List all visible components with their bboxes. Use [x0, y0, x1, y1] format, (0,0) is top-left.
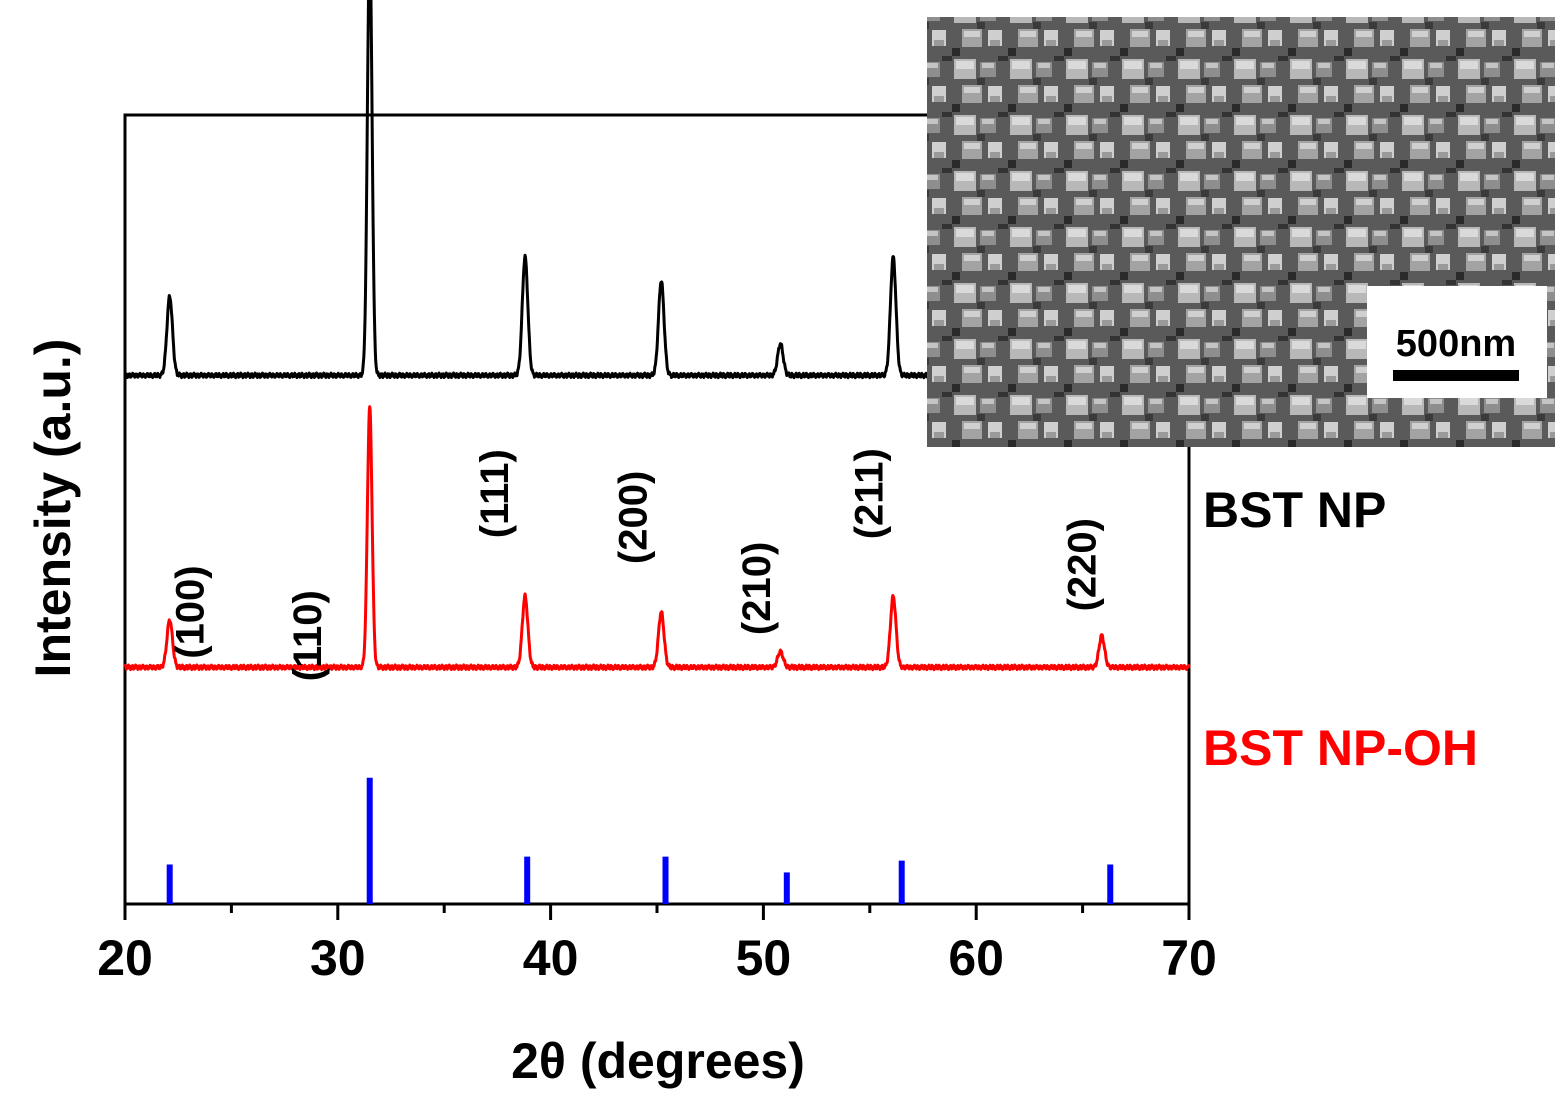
series-label-bst-np-oh: BST NP-OH [1203, 720, 1478, 776]
scale-bar-label: 500nm [1396, 323, 1516, 365]
x-tick-label: 50 [736, 930, 792, 986]
scale-bar [1393, 370, 1519, 381]
miller-index-label: (100) [169, 565, 213, 658]
x-tick-label: 70 [1161, 930, 1217, 986]
y-axis-title: Intensity (a.u.) [25, 339, 81, 678]
series-label-bst-np: BST NP [1203, 482, 1386, 538]
miller-index-label: (211) [848, 448, 892, 539]
x-tick-label: 60 [948, 930, 1004, 986]
x-tick-label: 20 [97, 930, 153, 986]
sem-inset: 500nm [927, 17, 1555, 447]
miller-index-labels: (100) (110) (111) (200) (210) (211) (220) [169, 448, 1105, 681]
miller-index-label: (111) [473, 449, 517, 538]
x-axis-title: 2θ (degrees) [511, 1033, 805, 1089]
miller-index-label: (210) [735, 542, 779, 635]
x-tick-label: 30 [310, 930, 366, 986]
reference-lines [166, 777, 1114, 904]
series-line [123, 405, 1191, 672]
miller-index-label: (110) [286, 590, 330, 681]
x-axis: 20 30 40 50 60 70 [97, 904, 1217, 986]
miller-index-label: (200) [611, 471, 655, 564]
miller-index-label: (220) [1060, 518, 1104, 611]
x-tick-label: 40 [523, 930, 579, 986]
